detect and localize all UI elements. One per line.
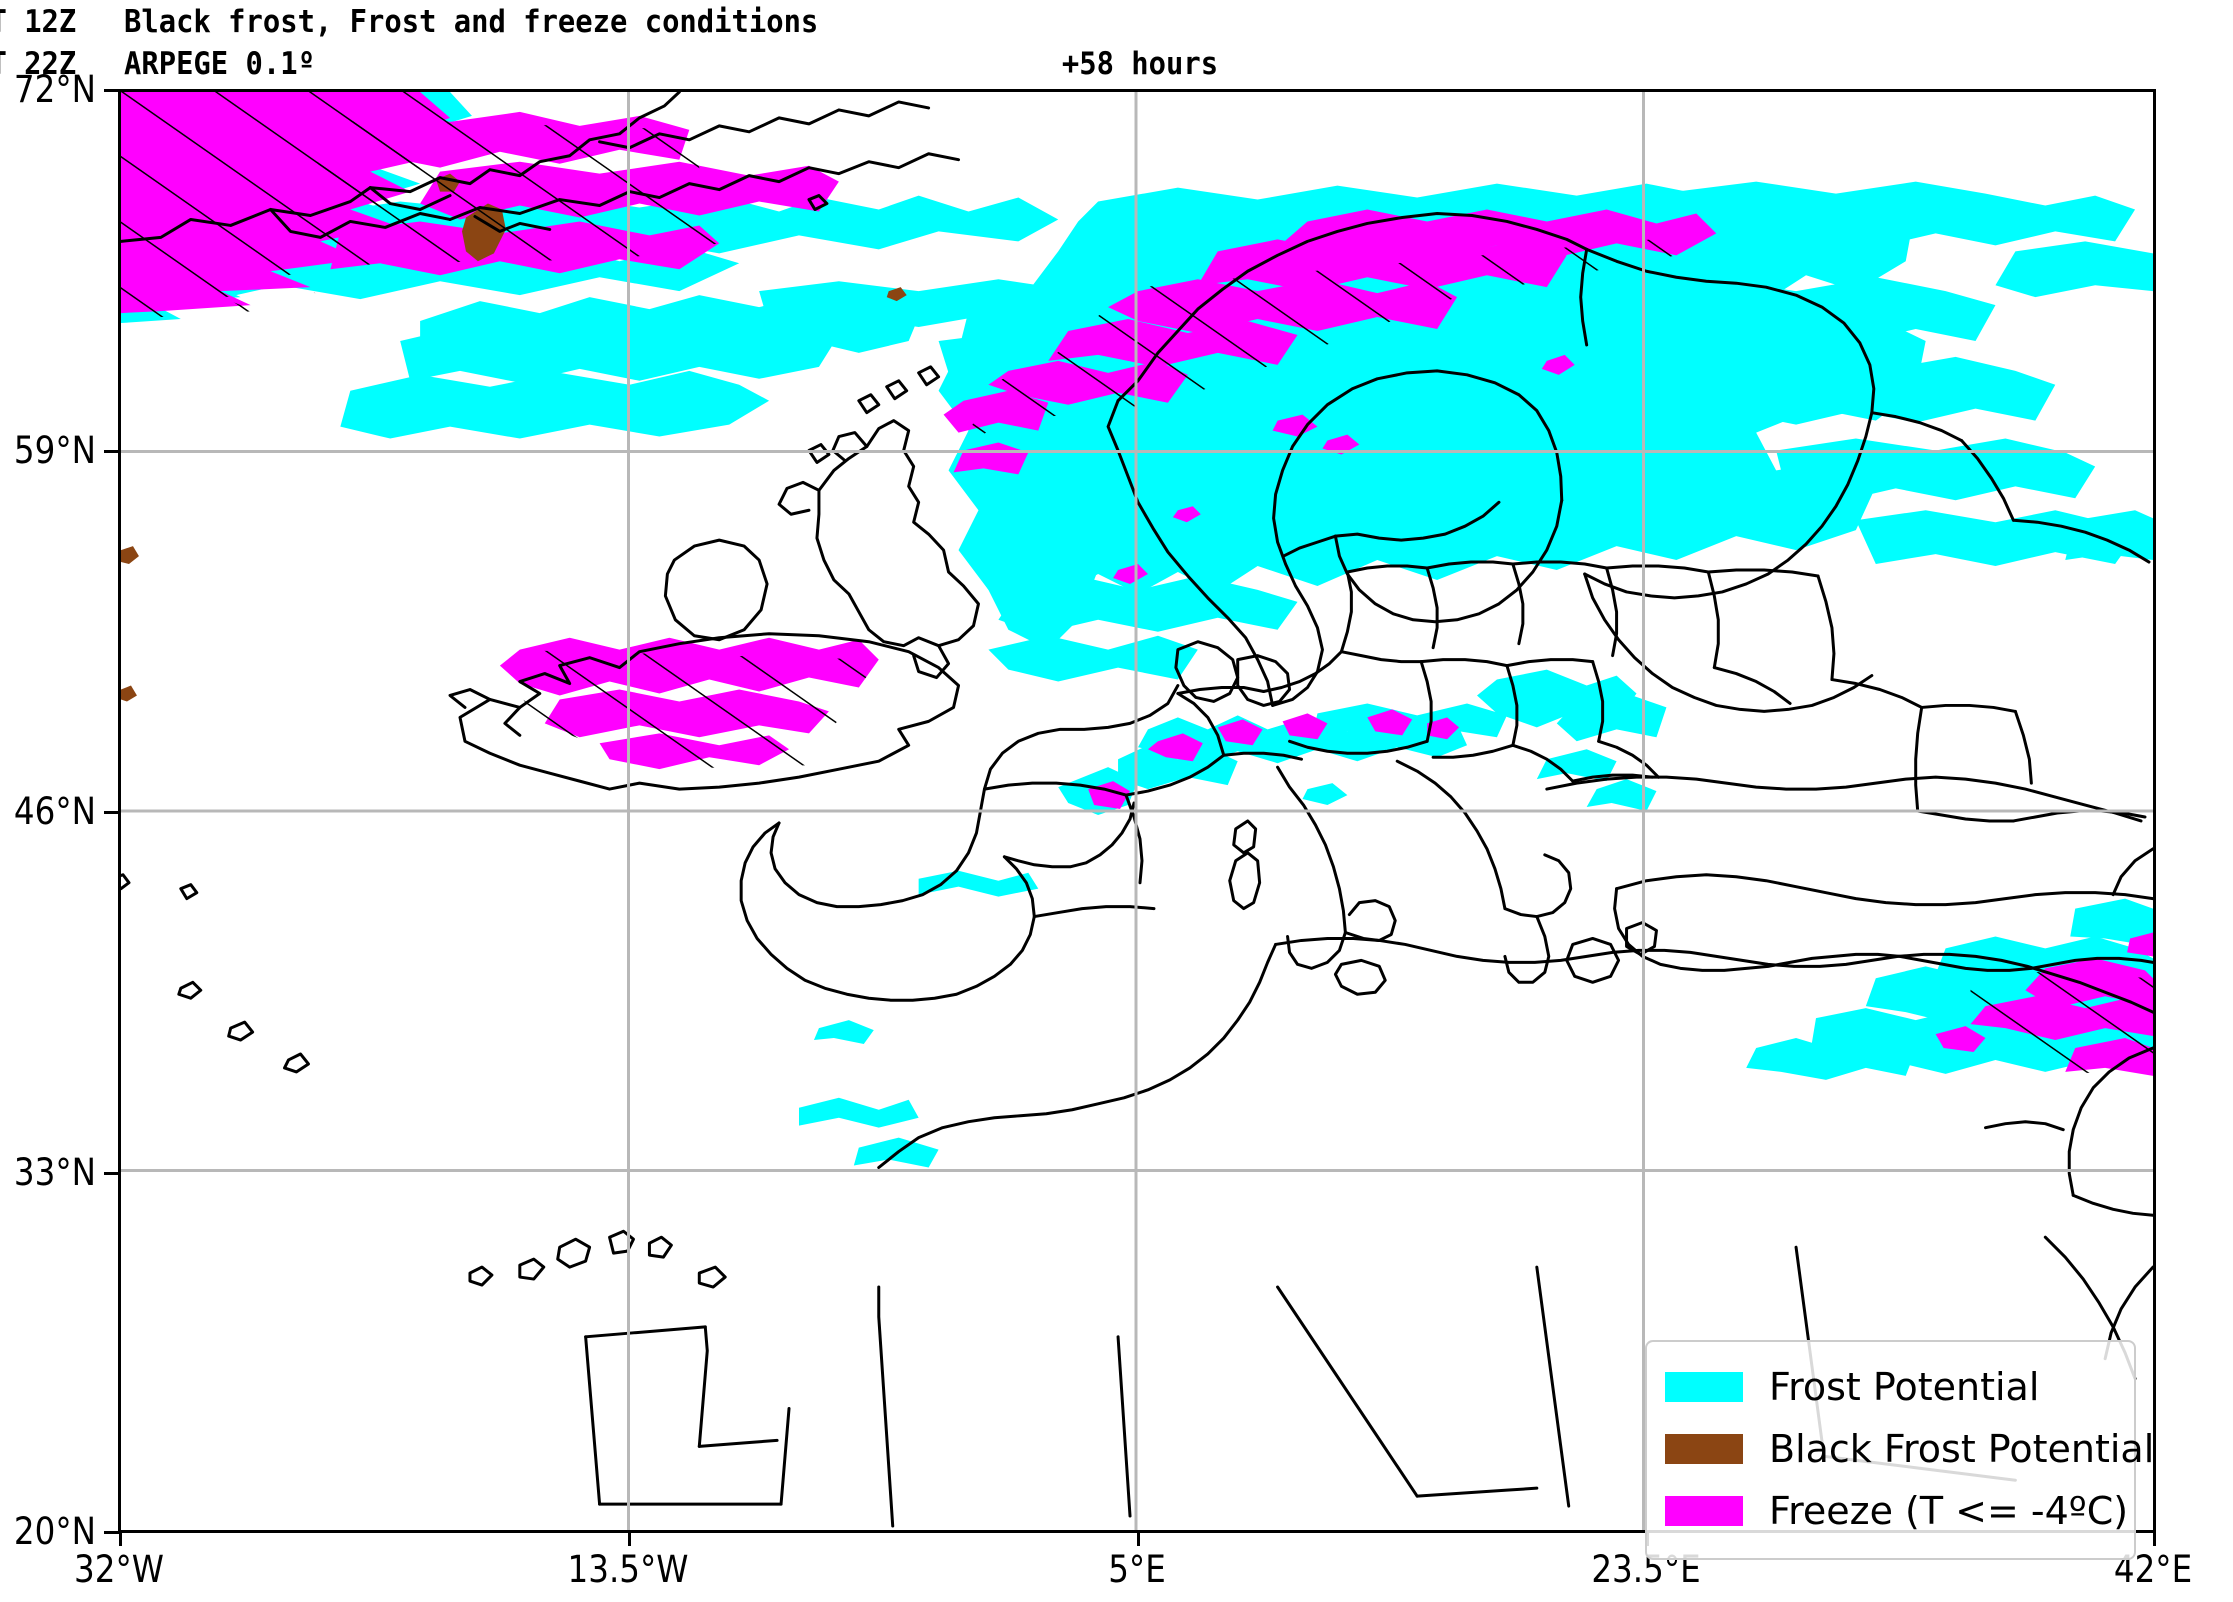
map-legend: Frost Potential Black Frost Potential Fr… xyxy=(1645,1340,2154,1560)
model-run-label: Run 2026-04-14 T 12Z xyxy=(0,4,76,40)
black-frost-potential-swatch xyxy=(1665,1434,1743,1464)
y-tick-72n xyxy=(104,89,120,92)
model-name-label: ARPEGE 0.1º xyxy=(124,46,315,82)
legend-item-freeze: Freeze (T <= -4ºC) xyxy=(1665,1480,2128,1542)
forecast-valid-label: Forecast: Thursday 2026-04-16 T 22Z xyxy=(0,46,76,82)
y-tick-20n xyxy=(104,1531,120,1534)
frost-potential-swatch xyxy=(1665,1372,1743,1402)
freeze-swatch xyxy=(1665,1496,1743,1526)
map-gridlines xyxy=(121,92,2153,1530)
lead-time-label: +58 hours xyxy=(1061,46,1219,82)
map-canvas xyxy=(121,92,2153,1530)
y-axis-label-20n: 20°N xyxy=(13,1510,96,1553)
y-tick-59n xyxy=(104,450,120,453)
y-tick-33n xyxy=(104,1172,120,1175)
x-tick-135w xyxy=(628,1530,631,1546)
x-tick-32w xyxy=(119,1530,122,1546)
x-axis-label-5e: 5°E xyxy=(1108,1548,1166,1591)
y-axis-label-33n: 33°N xyxy=(13,1151,96,1194)
x-axis-label-32w: 32°W xyxy=(74,1548,164,1591)
map-plot-area[interactable] xyxy=(118,89,2156,1533)
y-axis-label-46n: 46°N xyxy=(13,790,96,833)
coastline-outlines xyxy=(121,92,2153,1528)
y-axis-label-72n: 72°N xyxy=(13,68,96,111)
legend-item-frost-potential: Frost Potential xyxy=(1665,1356,2116,1418)
y-tick-46n xyxy=(104,811,120,814)
freeze-hatch-overlay xyxy=(121,92,2153,1076)
page-title: Black frost, Frost and freeze conditions xyxy=(124,4,819,40)
x-tick-42e xyxy=(2153,1530,2156,1546)
legend-label-frost-potential: Frost Potential xyxy=(1769,1365,2040,1409)
legend-label-black-frost-potential: Black Frost Potential xyxy=(1769,1427,2155,1471)
legend-label-freeze: Freeze (T <= -4ºC) xyxy=(1769,1489,2129,1533)
legend-item-black-frost-potential: Black Frost Potential xyxy=(1665,1418,2154,1480)
y-axis-label-59n: 59°N xyxy=(13,429,96,472)
x-tick-5e xyxy=(1137,1530,1140,1546)
x-axis-label-135w: 13.5°W xyxy=(567,1548,689,1591)
